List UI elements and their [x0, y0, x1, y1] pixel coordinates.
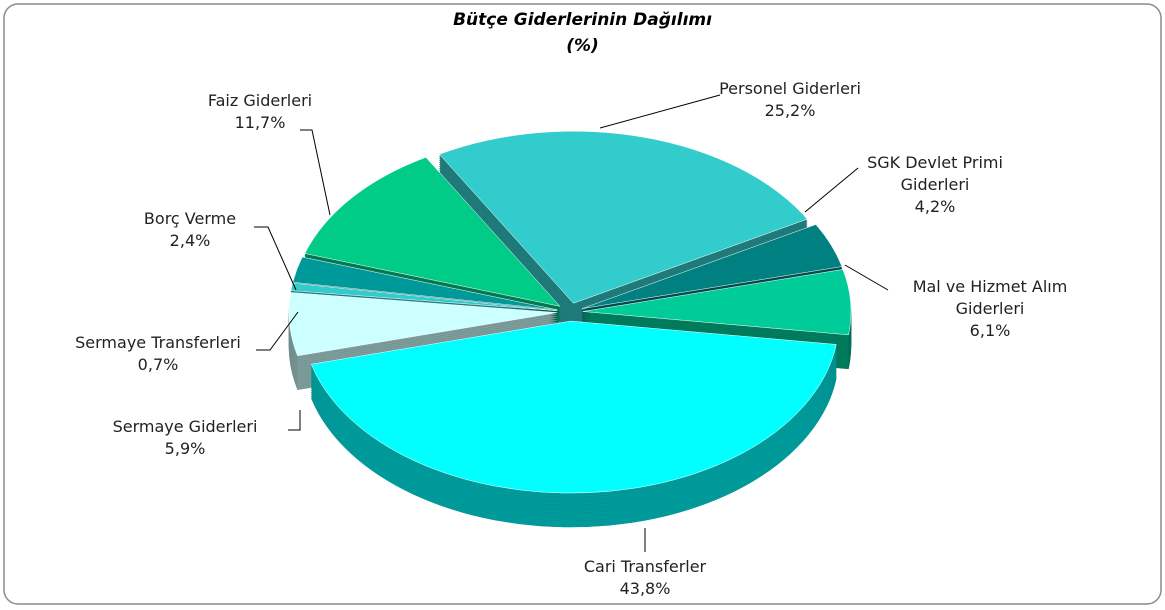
- slice: [439, 131, 808, 304]
- category-label: Sermaye Transferleri: [75, 333, 241, 352]
- value-label: 5,9%: [164, 439, 206, 458]
- slice-label: Sermaye Giderleri 5,9%: [85, 416, 285, 460]
- slice-label: Sermaye Transferleri 0,7%: [48, 332, 268, 376]
- slice-label: Faiz Giderleri 11,7%: [160, 90, 360, 134]
- slice-label: Borç Verme 2,4%: [90, 208, 290, 252]
- value-label: 2,4%: [169, 231, 211, 250]
- leader-line: [254, 226, 297, 291]
- value-label: 4,2%: [914, 197, 956, 216]
- category-label: Sermaye Giderleri: [112, 417, 258, 436]
- leader-line: [844, 264, 889, 291]
- category-label: Mal ve Hizmet Alım Giderleri: [912, 277, 1068, 318]
- value-label: 43,8%: [619, 579, 671, 598]
- slice-label: SGK Devlet Primi Giderleri 4,2%: [860, 152, 1010, 218]
- leader-line: [804, 167, 859, 213]
- slice-label: Mal ve Hizmet Alım Giderleri 6,1%: [890, 276, 1090, 342]
- value-label: 6,1%: [969, 321, 1011, 340]
- leader-line: [256, 311, 299, 351]
- category-label: Personel Giderleri: [719, 79, 861, 98]
- category-label: Cari Transferler: [583, 557, 707, 576]
- slice: [310, 320, 837, 494]
- slice-label: Personel Giderleri 25,2%: [690, 78, 890, 122]
- category-label: Borç Verme: [143, 209, 237, 228]
- chart-title: Bütçe Giderlerinin Dağılımı: [453, 10, 712, 30]
- slice: [304, 157, 561, 307]
- category-label: Faiz Giderleri: [207, 91, 313, 110]
- value-label: 0,7%: [137, 355, 179, 374]
- slice: [288, 292, 558, 357]
- category-label: SGK Devlet Primi Giderleri: [867, 153, 1003, 194]
- chart-subtitle: (%): [566, 36, 599, 56]
- slice: [581, 224, 843, 309]
- leader-line: [300, 129, 331, 216]
- value-label: 25,2%: [764, 101, 816, 120]
- leader-line: [599, 94, 721, 129]
- slice: [582, 269, 852, 336]
- value-label: 11,7%: [234, 113, 286, 132]
- slice-label: Cari Transferler 43,8%: [545, 556, 745, 600]
- leader-line: [288, 410, 301, 431]
